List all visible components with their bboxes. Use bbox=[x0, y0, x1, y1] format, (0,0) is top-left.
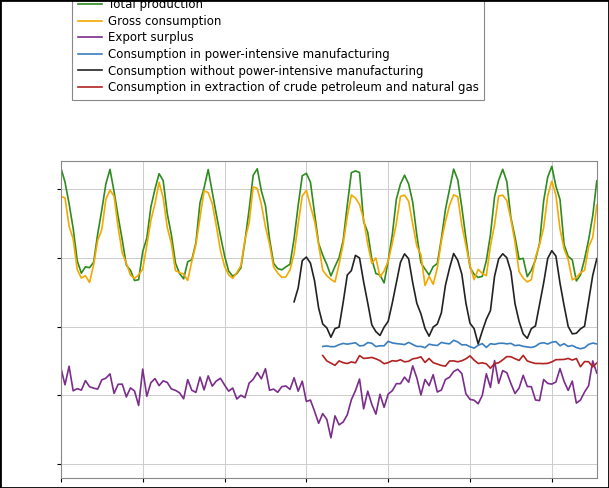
Gross consumption bbox=[593, 202, 600, 208]
Total production bbox=[122, 263, 130, 268]
Gross consumption bbox=[102, 196, 110, 202]
Total production bbox=[381, 280, 388, 286]
Consumption without power-intensive manufacturing bbox=[487, 307, 494, 313]
Gross consumption bbox=[491, 222, 498, 228]
Export surplus bbox=[221, 382, 228, 388]
Legend: Total production, Gross consumption, Export surplus, Consumption in power-intens: Total production, Gross consumption, Exp… bbox=[72, 0, 484, 100]
Total production bbox=[491, 194, 498, 200]
Total production bbox=[593, 178, 600, 183]
Export surplus bbox=[499, 367, 506, 373]
Line: Consumption without power-intensive manufacturing: Consumption without power-intensive manu… bbox=[294, 251, 597, 344]
Line: Consumption in extraction of crude petroleum and natural gas: Consumption in extraction of crude petro… bbox=[323, 355, 597, 368]
Export surplus bbox=[593, 370, 600, 376]
Consumption in extraction of crude petroleum and natural gas bbox=[491, 361, 498, 366]
Export surplus bbox=[57, 365, 65, 371]
Export surplus bbox=[327, 435, 334, 441]
Consumption without power-intensive manufacturing bbox=[491, 273, 498, 279]
Export surplus bbox=[102, 375, 110, 381]
Consumption without power-intensive manufacturing bbox=[593, 256, 600, 262]
Gross consumption bbox=[421, 283, 429, 288]
Total production bbox=[57, 165, 65, 171]
Gross consumption bbox=[122, 261, 130, 266]
Line: Export surplus: Export surplus bbox=[61, 361, 597, 438]
Gross consumption bbox=[57, 194, 65, 200]
Gross consumption bbox=[495, 193, 502, 199]
Consumption in power-intensive manufacturing bbox=[593, 341, 600, 347]
Consumption in extraction of crude petroleum and natural gas bbox=[487, 366, 494, 371]
Export surplus bbox=[491, 358, 498, 364]
Total production bbox=[102, 181, 110, 187]
Consumption in power-intensive manufacturing bbox=[491, 342, 498, 347]
Line: Consumption in power-intensive manufacturing: Consumption in power-intensive manufactu… bbox=[323, 340, 597, 349]
Consumption in extraction of crude petroleum and natural gas bbox=[593, 360, 600, 366]
Export surplus bbox=[495, 381, 502, 386]
Gross consumption bbox=[238, 263, 245, 269]
Consumption in power-intensive manufacturing bbox=[487, 341, 494, 346]
Export surplus bbox=[238, 392, 245, 398]
Gross consumption bbox=[221, 264, 228, 269]
Line: Total production: Total production bbox=[61, 166, 597, 283]
Total production bbox=[548, 163, 555, 169]
Total production bbox=[238, 265, 245, 271]
Line: Gross consumption: Gross consumption bbox=[61, 181, 597, 285]
Gross consumption bbox=[548, 178, 555, 184]
Total production bbox=[495, 177, 502, 183]
Export surplus bbox=[122, 394, 130, 400]
Total production bbox=[221, 253, 228, 259]
